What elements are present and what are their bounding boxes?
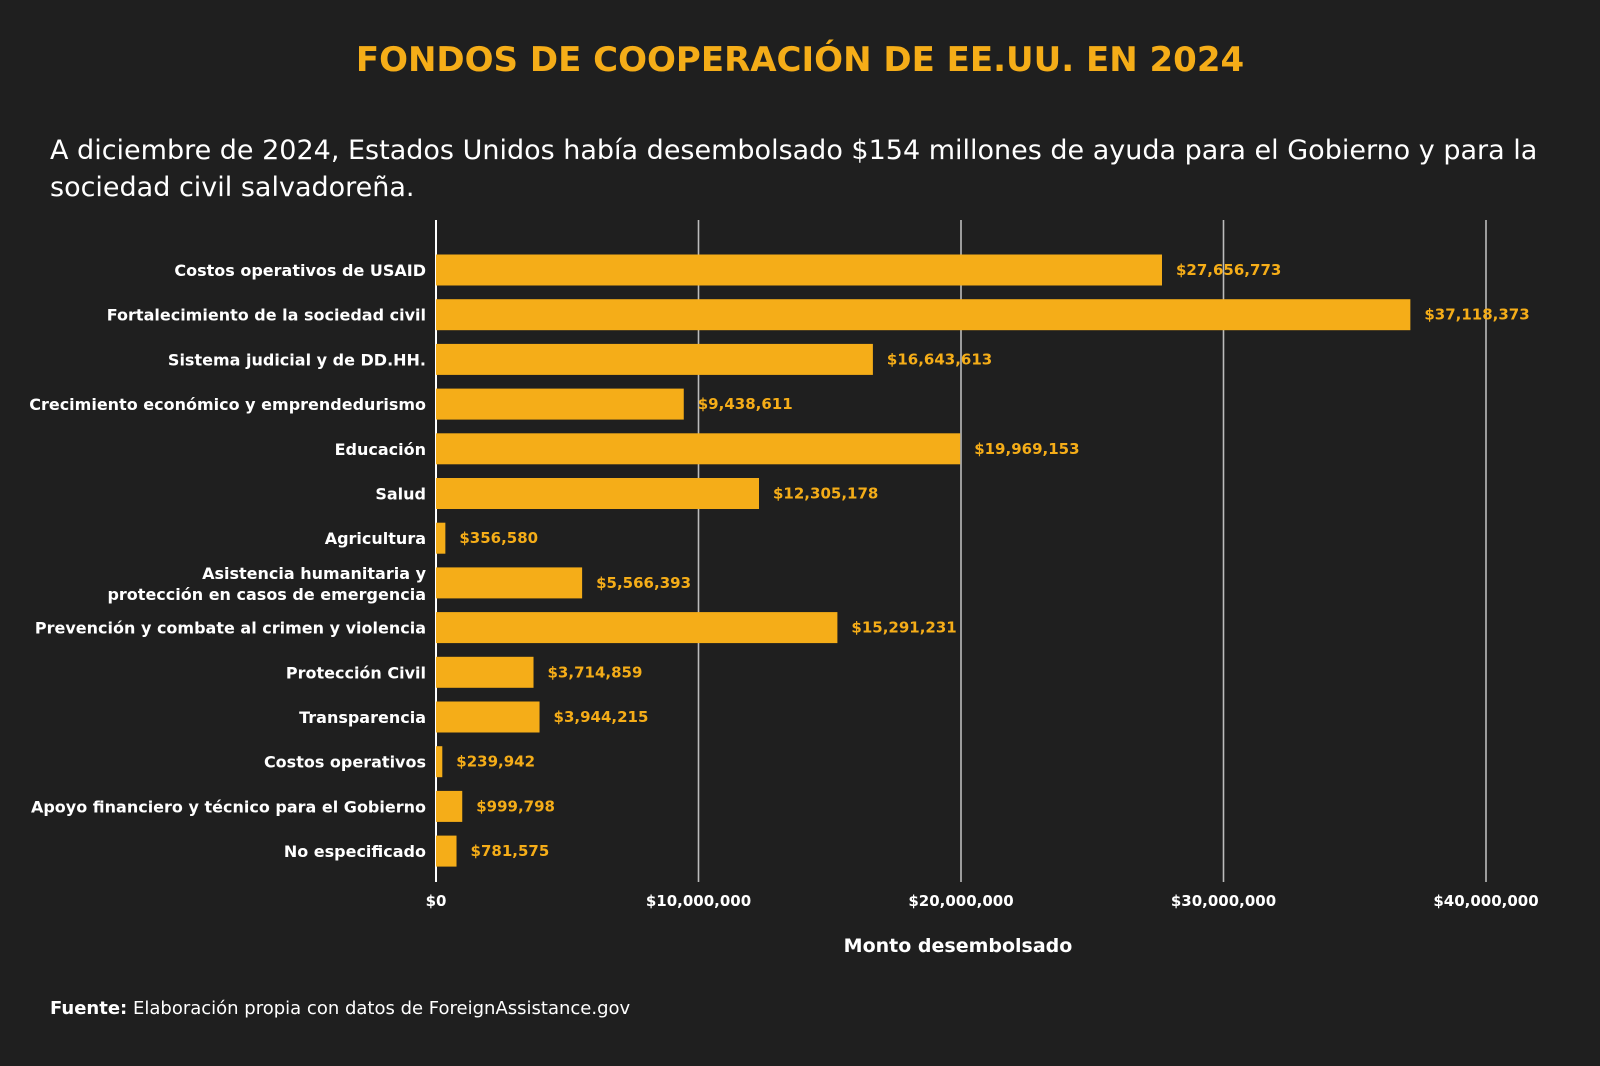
value-label: $3,944,215 [554,708,649,726]
bar [436,701,540,733]
category-label: Educación [335,440,426,459]
value-label: $19,969,153 [974,440,1079,458]
category-label: Sistema judicial y de DD.HH. [168,350,426,369]
bar [436,299,1411,331]
bar [436,522,446,554]
x-tick-label: $10,000,000 [646,892,751,910]
bar [436,433,961,465]
bar [436,343,873,375]
value-label: $15,291,231 [851,619,956,637]
category-label: Costos operativos [264,753,426,772]
value-label: $27,656,773 [1176,261,1281,279]
x-tick-label: $30,000,000 [1171,892,1276,910]
bar [436,612,838,644]
category-label: Salud [375,485,426,504]
value-label: $781,575 [471,842,550,860]
bar [436,835,457,867]
category-label-line: protección en casos de emergencia [107,585,426,604]
bar [436,656,534,688]
bar [436,567,583,599]
bar [436,746,443,778]
value-label: $12,305,178 [773,485,878,503]
value-label: $356,580 [459,529,538,547]
value-label: $239,942 [456,753,535,771]
x-tick-label: $40,000,000 [1433,892,1538,910]
chart-title: FONDOS DE COOPERACIÓN DE EE.UU. EN 2024 [355,40,1245,80]
x-tick-label: $0 [426,892,447,910]
category-label: Transparencia [299,708,426,727]
category-label-line: Asistencia humanitaria y [202,564,426,583]
chart-subtitle: A diciembre de 2024, Estados Unidos habí… [50,135,1538,203]
category-label: Fortalecimiento de la sociedad civil [107,306,426,325]
category-label: Costos operativos de USAID [174,261,426,280]
category-label: Protección Civil [286,663,426,682]
value-label: $16,643,613 [887,350,992,368]
value-label: $999,798 [476,797,555,815]
bar [436,254,1162,286]
bar [436,478,760,509]
value-label: $5,566,393 [596,574,691,592]
value-label: $9,438,611 [698,395,793,413]
bar [436,790,463,822]
category-label: No especificado [284,842,426,861]
x-axis-label: Monto desembolsado [844,935,1073,957]
category-label: Crecimiento económico y emprendedurismo [29,395,426,414]
category-label: Agricultura [325,529,426,548]
source-label: Fuente: [50,998,128,1019]
source-text: Elaboración propia con datos de ForeignA… [132,998,631,1019]
value-label: $37,118,373 [1424,306,1529,324]
value-label: $3,714,859 [548,663,643,681]
source-note: Fuente: Elaboración propia con datos de … [50,998,630,1019]
x-tick-label: $20,000,000 [908,892,1013,910]
bar [436,388,684,420]
category-label: Prevención y combate al crimen y violenc… [35,619,426,638]
category-label: Apoyo financiero y técnico para el Gobie… [31,797,426,816]
category-label: Asistencia humanitaria y protección en ca… [107,564,426,604]
